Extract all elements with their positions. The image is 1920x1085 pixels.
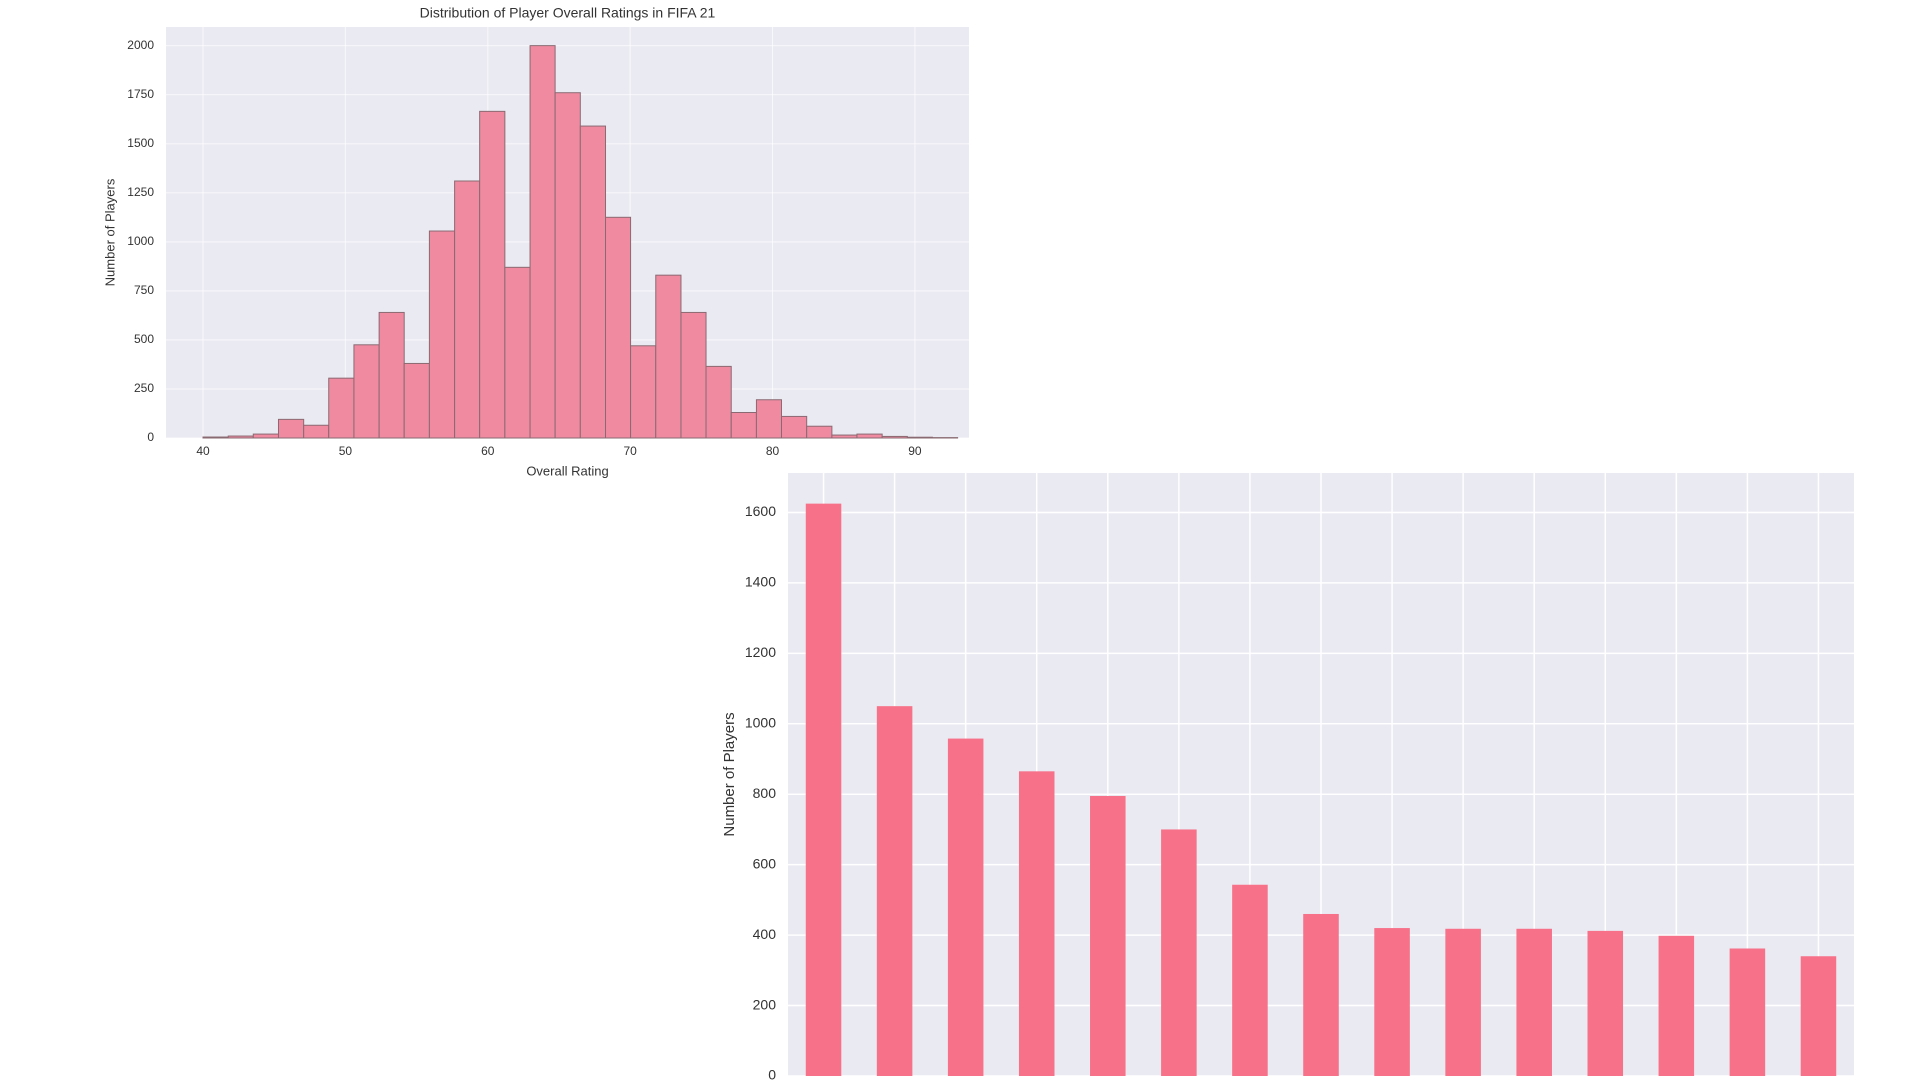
bar bbox=[1090, 796, 1126, 1076]
histogram-bar bbox=[832, 435, 857, 438]
histogram-bar bbox=[404, 363, 429, 438]
y-tick-label: 750 bbox=[134, 283, 154, 297]
histogram-bar bbox=[580, 126, 605, 438]
histogram-bar bbox=[379, 312, 404, 438]
histogram-bar bbox=[857, 434, 882, 438]
y-tick-label: 1200 bbox=[745, 644, 776, 660]
y-tick-label: 0 bbox=[768, 1067, 776, 1080]
y-tick-label: 1000 bbox=[745, 714, 776, 730]
y-axis-label: Number of Players bbox=[102, 178, 117, 286]
y-tick-label: 600 bbox=[753, 855, 777, 871]
histogram-bar bbox=[253, 434, 278, 438]
histogram-bar bbox=[882, 436, 907, 438]
histogram-bar bbox=[706, 366, 731, 438]
histogram-bar bbox=[807, 426, 832, 438]
x-tick-label: 80 bbox=[766, 444, 780, 458]
bar bbox=[1303, 914, 1339, 1076]
y-tick-label: 400 bbox=[753, 926, 777, 942]
histogram-bar bbox=[555, 93, 580, 438]
histogram-bar bbox=[731, 412, 756, 438]
chart-title: Distribution of Player Overall Ratings i… bbox=[420, 5, 716, 21]
histogram-bar bbox=[606, 217, 631, 438]
y-tick-label: 1000 bbox=[127, 234, 154, 248]
y-tick-label: 200 bbox=[753, 996, 777, 1012]
histogram-bar bbox=[354, 345, 379, 438]
bar bbox=[1516, 929, 1552, 1076]
y-tick-label: 500 bbox=[134, 332, 154, 346]
y-tick-label: 1250 bbox=[127, 185, 154, 199]
x-tick-label: 40 bbox=[196, 444, 210, 458]
histogram-bar bbox=[429, 231, 454, 438]
histogram-bar bbox=[656, 275, 681, 438]
bar bbox=[1232, 885, 1268, 1076]
bar bbox=[948, 739, 984, 1076]
histogram-bar bbox=[203, 437, 228, 438]
bar bbox=[806, 504, 842, 1076]
histogram-bar bbox=[756, 400, 781, 438]
histogram-bar bbox=[530, 46, 555, 438]
bar bbox=[1588, 931, 1624, 1076]
y-tick-label: 1400 bbox=[745, 574, 776, 590]
histogram-bar bbox=[631, 346, 656, 438]
bar bbox=[1801, 956, 1837, 1076]
histogram-bar bbox=[505, 267, 530, 438]
histogram-bar bbox=[304, 425, 329, 438]
x-tick-label: 90 bbox=[908, 444, 922, 458]
histogram-bar bbox=[480, 111, 505, 438]
y-tick-label: 2000 bbox=[127, 38, 154, 52]
bar bbox=[1659, 936, 1695, 1076]
x-tick-label: 60 bbox=[481, 444, 495, 458]
histogram-bar bbox=[228, 436, 253, 438]
x-tick-label: 50 bbox=[339, 444, 353, 458]
bar bbox=[1730, 948, 1766, 1076]
bar bbox=[877, 706, 913, 1076]
histogram-bar bbox=[907, 437, 932, 438]
x-axis-label: Overall Rating bbox=[526, 463, 608, 478]
bar bbox=[1161, 829, 1197, 1076]
bar bbox=[1019, 771, 1055, 1076]
histogram-bar bbox=[278, 419, 303, 438]
y-tick-label: 1600 bbox=[745, 503, 776, 519]
y-tick-label: 1500 bbox=[127, 136, 154, 150]
y-axis-label: Number of Players bbox=[721, 712, 738, 836]
bar bbox=[1445, 929, 1481, 1076]
x-tick-label: 70 bbox=[623, 444, 637, 458]
histogram-bar bbox=[455, 181, 480, 438]
y-tick-label: 800 bbox=[753, 785, 777, 801]
bar bbox=[1374, 928, 1410, 1076]
histogram-bar bbox=[681, 312, 706, 438]
y-tick-label: 0 bbox=[147, 430, 154, 444]
histogram-bar bbox=[329, 378, 354, 438]
histogram-bar bbox=[781, 416, 806, 438]
y-tick-label: 1750 bbox=[127, 87, 154, 101]
y-tick-label: 250 bbox=[134, 381, 154, 395]
